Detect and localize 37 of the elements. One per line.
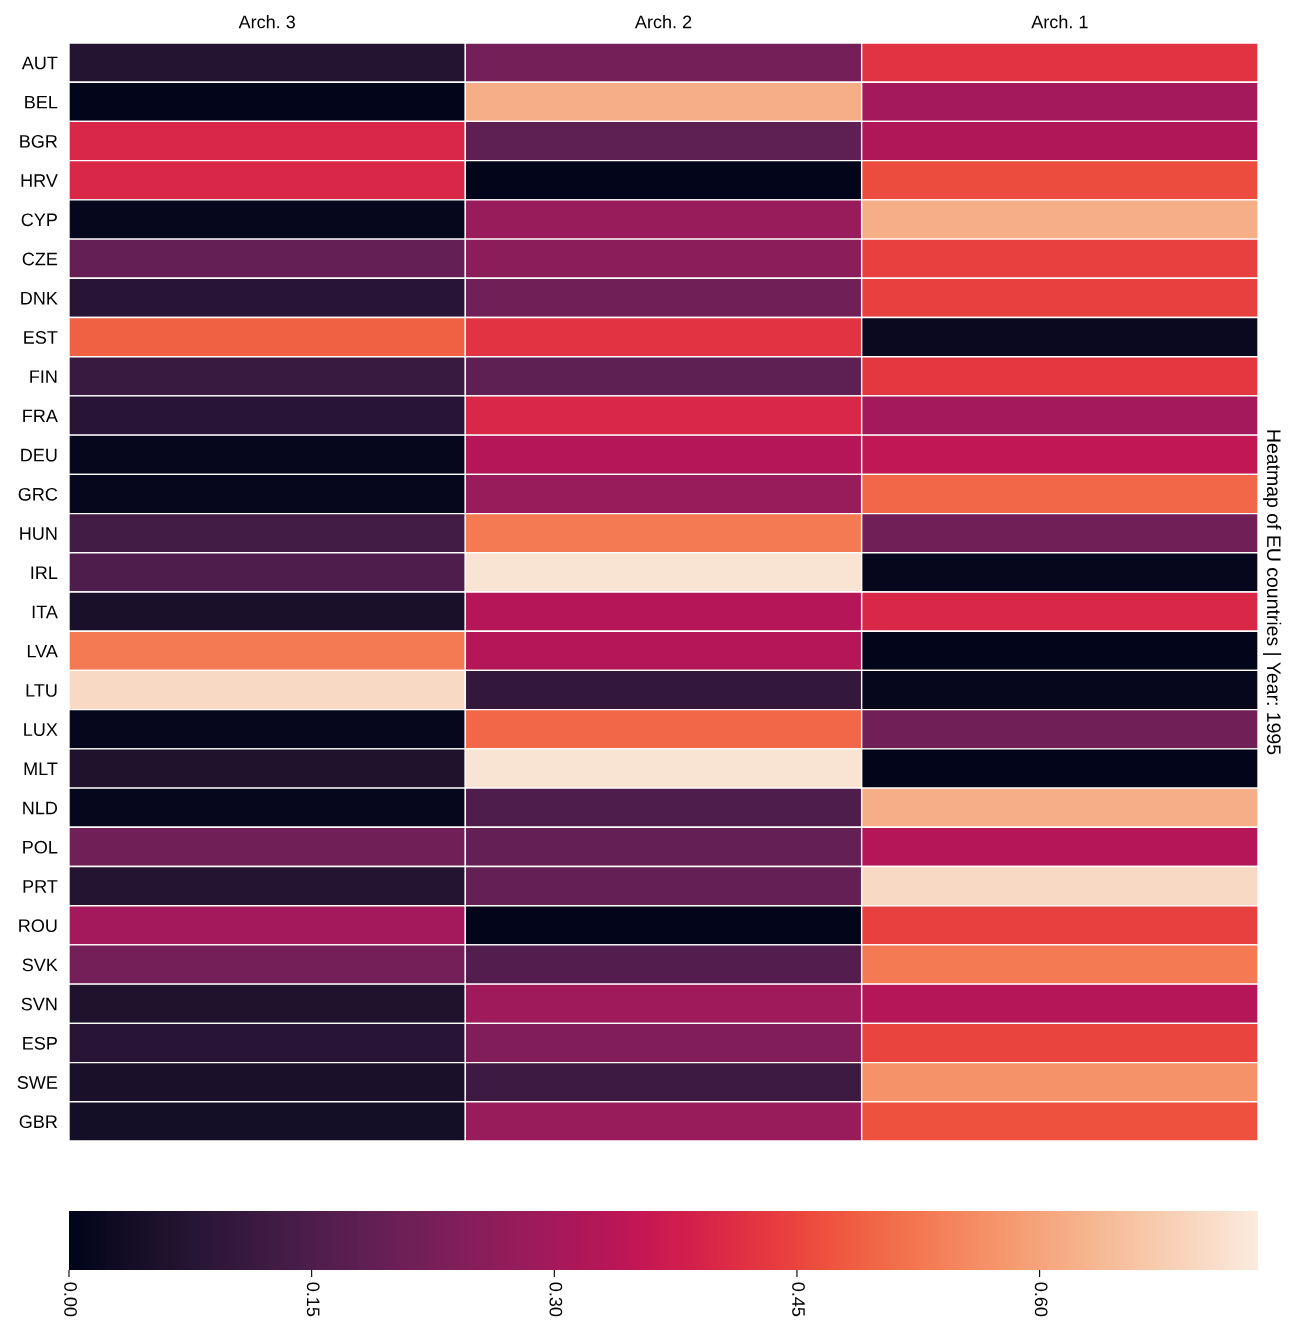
y-tick-label: NLD xyxy=(23,801,58,815)
color-bar-label: 0.45 xyxy=(792,1282,805,1317)
y-tick-label: BGR xyxy=(20,134,58,148)
y-tick-label: POL xyxy=(23,840,58,854)
x-tick-label: Arch. 3 xyxy=(238,15,295,29)
y-tick-label: FRA xyxy=(23,409,58,423)
y-tick-label: PRT xyxy=(23,880,58,893)
y-tick-label: CYP xyxy=(21,213,57,227)
y-tick-label: MLT xyxy=(24,762,58,776)
y-tick-label: ITA xyxy=(32,605,58,619)
y-tick-label: ESP xyxy=(23,1036,57,1050)
y-tick-label: SVN xyxy=(21,997,57,1011)
y-tick-label: BEL xyxy=(25,95,58,109)
y-tick-label: DEU xyxy=(21,448,57,462)
x-tick-label: Arch. 2 xyxy=(634,15,692,29)
y-tick-label: AUT xyxy=(21,56,58,70)
color-bar-label: 0.00 xyxy=(64,1282,77,1317)
y-tick-label: LTU xyxy=(26,684,57,697)
y-tick-label: LVA xyxy=(27,644,58,658)
color-bar-label: 0.15 xyxy=(306,1282,320,1317)
y-tick-label: CZE xyxy=(22,252,58,266)
y-tick-label: EST xyxy=(24,331,58,344)
y-tick-label: IRL xyxy=(31,566,58,579)
text: Heatmap of EU countries | Year: 1995 xyxy=(1263,430,1282,755)
y-tick-label: HUN xyxy=(20,527,57,540)
y-tick-label: GRC xyxy=(18,487,58,501)
color-bar-label: 0.60 xyxy=(1034,1282,1048,1317)
y-tick-label: HRV xyxy=(21,174,58,187)
y-tick-label: FIN xyxy=(30,370,57,383)
x-tick-label: Arch. 1 xyxy=(1031,15,1088,29)
color-bar-label: 0.30 xyxy=(549,1282,563,1317)
y-tick-label: GBR xyxy=(19,1115,58,1129)
y-tick-label: ROU xyxy=(19,919,57,933)
y-tick-label: LUX xyxy=(24,723,58,736)
y-tick-label: SWE xyxy=(17,1076,58,1089)
y-tick-label: SVK xyxy=(22,958,58,972)
y-tick-label: DNK xyxy=(21,292,58,305)
